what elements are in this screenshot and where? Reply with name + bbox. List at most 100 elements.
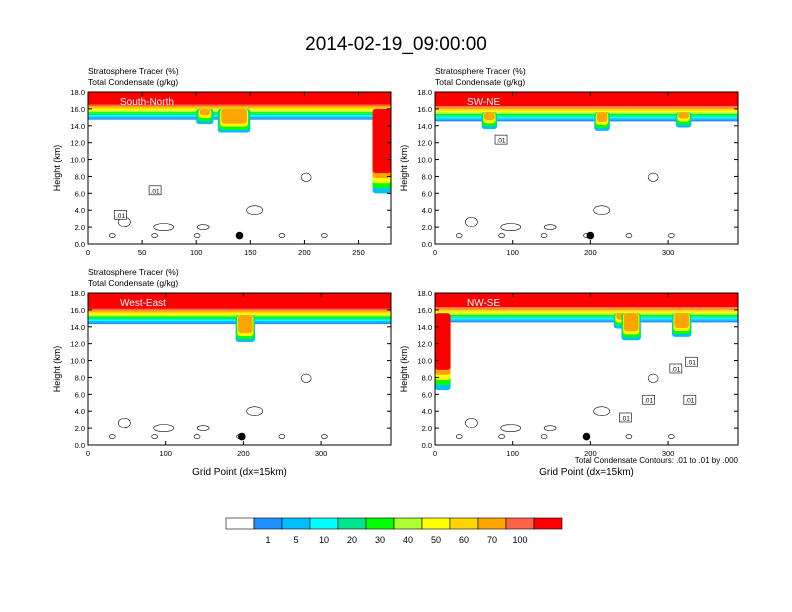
location-marker <box>586 231 595 240</box>
y-tick-label: 0.0 <box>75 240 85 249</box>
y-tick-label: 18.0 <box>417 88 432 97</box>
tracer-band <box>435 118 738 120</box>
y-tick-label: 16.0 <box>70 105 85 114</box>
colorbar-swatch <box>253 517 283 530</box>
colorbar-label: 1 <box>265 535 270 545</box>
field-label: Total Condensate (g/kg) <box>88 77 178 87</box>
location-marker <box>235 231 244 240</box>
x-tick-label: 150 <box>244 248 257 257</box>
tracer-band <box>435 308 738 311</box>
panel-nw-se: 0.0 2.0 4.0 6.0 8.0 10.0 12.0 14.0 16.0 18.0 0 100 2… <box>399 289 739 478</box>
y-tick-label: 2.0 <box>75 424 85 433</box>
location-marker <box>582 432 591 441</box>
y-tick-label: 0.0 <box>422 441 432 450</box>
x-tick-label: 200 <box>584 248 597 257</box>
y-tick-label: 0.0 <box>422 240 432 249</box>
contour-label: .01 <box>621 415 630 422</box>
tracer-intrusion <box>372 108 391 194</box>
colorbar-swatch <box>477 517 507 530</box>
tracer-band <box>88 308 391 311</box>
y-tick-label: 10.0 <box>417 156 432 165</box>
colorbar-swatch <box>225 517 255 530</box>
contour-label: .01 <box>687 360 696 367</box>
tracer-band <box>435 313 738 315</box>
y-tick-label: 10.0 <box>70 156 85 165</box>
field-label: Total Condensate (g/kg) <box>88 278 178 288</box>
plot-frame <box>434 91 739 245</box>
y-tick-label: 4.0 <box>75 407 85 416</box>
tracer-band <box>435 314 738 317</box>
contour-label-box <box>683 394 697 405</box>
y-tick-label: 8.0 <box>422 373 432 382</box>
colorbar-swatch <box>449 517 479 530</box>
tracer-dip <box>481 112 498 130</box>
y-tick-label: 14.0 <box>70 323 85 332</box>
y-tick-label: 18.0 <box>70 88 85 97</box>
colorbar-swatch <box>337 517 367 530</box>
panel-title: NW-SE <box>467 298 500 309</box>
y-tick-label: 12.0 <box>70 340 85 349</box>
y-tick-label: 6.0 <box>422 390 432 399</box>
colorbar-label: 40 <box>403 535 413 545</box>
tracer-band <box>88 313 391 315</box>
y-tick-label: 12.0 <box>417 139 432 148</box>
tracer-dip <box>235 314 256 342</box>
contour-label-box <box>114 209 127 220</box>
plot-frame <box>87 292 392 446</box>
y-tick-label: 4.0 <box>422 407 432 416</box>
tracer-dip <box>196 108 214 125</box>
contour-label: .01 <box>671 367 680 374</box>
panels: 0.0 2.0 4.0 6.0 8.0 10.0 12.0 14.0 16.0 18.0 0 50 10… <box>52 66 739 478</box>
contour-label-box <box>669 363 683 374</box>
y-tick-label: 16.0 <box>417 105 432 114</box>
tracer-band <box>435 92 738 107</box>
tracer-band <box>435 116 738 119</box>
tracer-band <box>88 107 391 110</box>
y-axis-label: Height (km) <box>399 346 409 393</box>
x-tick-label: 300 <box>315 449 328 458</box>
tracer-band <box>435 319 738 321</box>
condensate-contours <box>108 373 328 439</box>
x-tick-label: 100 <box>506 248 519 257</box>
contour-label: .01 <box>116 213 125 220</box>
y-tick-label: 2.0 <box>75 223 85 232</box>
y-tick-label: 8.0 <box>75 373 85 382</box>
x-tick-label: 100 <box>190 248 203 257</box>
contour-label: .01 <box>497 138 506 145</box>
tracer-band <box>435 115 738 117</box>
y-tick-label: 18.0 <box>417 289 432 298</box>
figure-title: 2014-02-19_09:00:00 <box>305 34 487 55</box>
contour-label: .01 <box>685 398 694 405</box>
x-tick-label: 50 <box>138 248 146 257</box>
y-tick-label: 2.0 <box>422 223 432 232</box>
y-tick-label: 6.0 <box>75 390 85 399</box>
tracer-band <box>435 307 738 309</box>
tracer-band <box>88 293 391 309</box>
x-tick-label: 250 <box>352 248 365 257</box>
colorbar-swatch <box>421 517 451 530</box>
contour-label-box <box>148 185 162 196</box>
tracer-band <box>435 109 738 111</box>
x-tick-label: 0 <box>86 248 90 257</box>
y-tick-label: 0.0 <box>75 441 85 450</box>
colorbar-label: 20 <box>347 535 357 545</box>
colorbar-swatch <box>365 517 395 530</box>
colorbar-swatch <box>505 517 535 530</box>
tracer-dip <box>621 313 641 341</box>
condensate-contours <box>108 172 328 238</box>
plot-frame <box>87 91 392 245</box>
contour-label-box <box>494 134 508 145</box>
field-label: Stratosphere Tracer (%) <box>88 66 179 76</box>
colorbar-label: 50 <box>431 535 441 545</box>
colorbar-label: 10 <box>319 535 329 545</box>
y-tick-label: 16.0 <box>417 306 432 315</box>
x-tick-label: 100 <box>159 449 172 458</box>
tracer-band <box>88 310 391 312</box>
y-tick-label: 14.0 <box>417 122 432 131</box>
field-label: Stratosphere Tracer (%) <box>435 66 526 76</box>
contour-label-box <box>685 356 698 367</box>
x-tick-label: 200 <box>584 449 597 458</box>
y-tick-label: 12.0 <box>70 139 85 148</box>
tracer-band <box>435 310 738 312</box>
